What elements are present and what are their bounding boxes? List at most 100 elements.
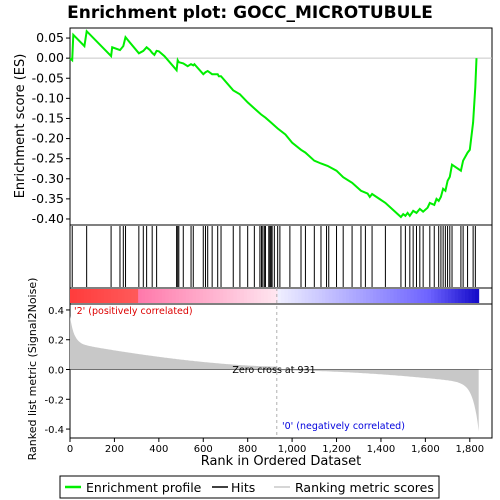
- heat-bar-segment: [404, 289, 408, 303]
- heat-bar-segment: [87, 289, 91, 303]
- heat-bar-segment: [244, 289, 248, 303]
- heat-bar-segment: [298, 289, 302, 303]
- x-tick-label: 1,800: [455, 444, 484, 455]
- heat-bar-segment: [77, 289, 81, 303]
- heat-bar-segment: [148, 289, 152, 303]
- es-y-axis: 0.05 0.00 -0.05 -0.10 -0.15 -0.20 -0.25 -0.30 -0…: [32, 30, 70, 226]
- heat-bar-segment: [90, 289, 94, 303]
- legend: Enrichment profile Hits Ranking metric s…: [60, 476, 439, 498]
- es-y-tick-label: -0.20: [32, 131, 64, 146]
- heat-bar-segment: [233, 289, 237, 303]
- heat-bar-segment: [240, 289, 244, 303]
- x-tick-label: 1,600: [411, 444, 440, 455]
- heat-bar-segment: [359, 289, 363, 303]
- heat-bar-segment: [380, 289, 384, 303]
- legend-label-enrichment-profile: Enrichment profile: [86, 480, 202, 495]
- heat-bar-segment: [383, 289, 387, 303]
- heat-bar-segment: [70, 289, 74, 303]
- legend-label-ranking-metric: Ranking metric scores: [295, 480, 434, 495]
- heat-bar-segment: [254, 289, 258, 303]
- heat-bar-segment: [336, 289, 340, 303]
- heat-bar-segment: [407, 289, 411, 303]
- heat-bar-segment: [363, 289, 367, 303]
- heat-bar-segment: [111, 289, 115, 303]
- heat-bar-segment: [451, 289, 455, 303]
- heat-bar-segment: [261, 289, 265, 303]
- heat-bar: [70, 289, 479, 303]
- heat-bar-segment: [397, 289, 401, 303]
- heat-bar-segment: [329, 289, 333, 303]
- heat-bar-segment: [285, 289, 289, 303]
- heat-bar-segment: [230, 289, 234, 303]
- heat-bar-segment: [356, 289, 360, 303]
- heat-bar-segment: [179, 289, 183, 303]
- heat-bar-segment: [124, 289, 128, 303]
- heat-bar-segment: [465, 289, 469, 303]
- heat-bar-segment: [203, 289, 207, 303]
- metric-y-tick-label: 0.4: [48, 306, 64, 317]
- heat-bar-segment: [366, 289, 370, 303]
- heat-bar-segment: [468, 289, 472, 303]
- heat-bar-segment: [220, 289, 224, 303]
- heat-bar-segment: [462, 289, 466, 303]
- x-axis-label: Rank in Ordered Dataset: [201, 454, 362, 469]
- heat-bar-segment: [475, 289, 479, 303]
- heat-bar-segment: [210, 289, 214, 303]
- heat-bar-segment: [227, 289, 231, 303]
- heat-bar-segment: [131, 289, 135, 303]
- heat-bar-segment: [370, 289, 374, 303]
- heat-bar-segment: [414, 289, 418, 303]
- heat-bar-segment: [342, 289, 346, 303]
- es-y-axis-label: Enrichment score (ES): [13, 54, 28, 199]
- heat-bar-segment: [104, 289, 108, 303]
- heat-bar-segment: [216, 289, 220, 303]
- heat-bar-segment: [84, 289, 88, 303]
- heat-bar-segment: [394, 289, 398, 303]
- heat-bar-segment: [339, 289, 343, 303]
- heat-bar-segment: [428, 289, 432, 303]
- heat-bar-segment: [434, 289, 438, 303]
- heat-bar-segment: [332, 289, 336, 303]
- heat-bar-segment: [172, 289, 176, 303]
- heat-bar-segment: [373, 289, 377, 303]
- heat-bar-segment: [445, 289, 449, 303]
- es-y-tick-label: 0.05: [36, 30, 64, 45]
- heat-bar-segment: [135, 289, 139, 303]
- heat-bar-segment: [114, 289, 118, 303]
- heat-bar-segment: [315, 289, 319, 303]
- heat-bar-segment: [189, 289, 193, 303]
- heat-bar-segment: [101, 289, 105, 303]
- heat-bar-segment: [448, 289, 452, 303]
- heat-bar-segment: [193, 289, 197, 303]
- heat-bar-segment: [142, 289, 146, 303]
- heat-bar-segment: [121, 289, 125, 303]
- heat-bar-segment: [438, 289, 442, 303]
- heat-bar-segment: [295, 289, 299, 303]
- heat-bar-segment: [152, 289, 156, 303]
- heat-bar-segment: [97, 289, 101, 303]
- heat-bar-segment: [278, 289, 282, 303]
- heat-bar-segment: [257, 289, 261, 303]
- heat-bar-segment: [305, 289, 309, 303]
- es-plot-frame: [70, 28, 492, 225]
- heat-bar-panel: [70, 288, 492, 304]
- es-y-tick-label: -0.05: [32, 70, 64, 85]
- heat-bar-segment: [455, 289, 459, 303]
- heat-bar-segment: [247, 289, 251, 303]
- x-axis: 0 200 400 600 800 1,000 1,200 1,400 1,600 1,800: [67, 438, 484, 455]
- heat-bar-segment: [223, 289, 227, 303]
- heat-bar-segment: [291, 289, 295, 303]
- heat-bar-segment: [206, 289, 210, 303]
- es-y-tick-label: -0.15: [32, 110, 64, 125]
- heat-bar-segment: [325, 289, 329, 303]
- heat-bar-segment: [417, 289, 421, 303]
- heat-bar-segment: [424, 289, 428, 303]
- heat-bar-segment: [199, 289, 203, 303]
- es-panel: 0.05 0.00 -0.05 -0.10 -0.15 -0.20 -0.25 -0.30 -0…: [13, 28, 492, 226]
- es-y-tick-label: -0.40: [32, 211, 64, 226]
- heat-bar-segment: [271, 289, 275, 303]
- legend-label-hits: Hits: [231, 480, 255, 495]
- heat-bar-segment: [128, 289, 132, 303]
- heat-bar-segment: [159, 289, 163, 303]
